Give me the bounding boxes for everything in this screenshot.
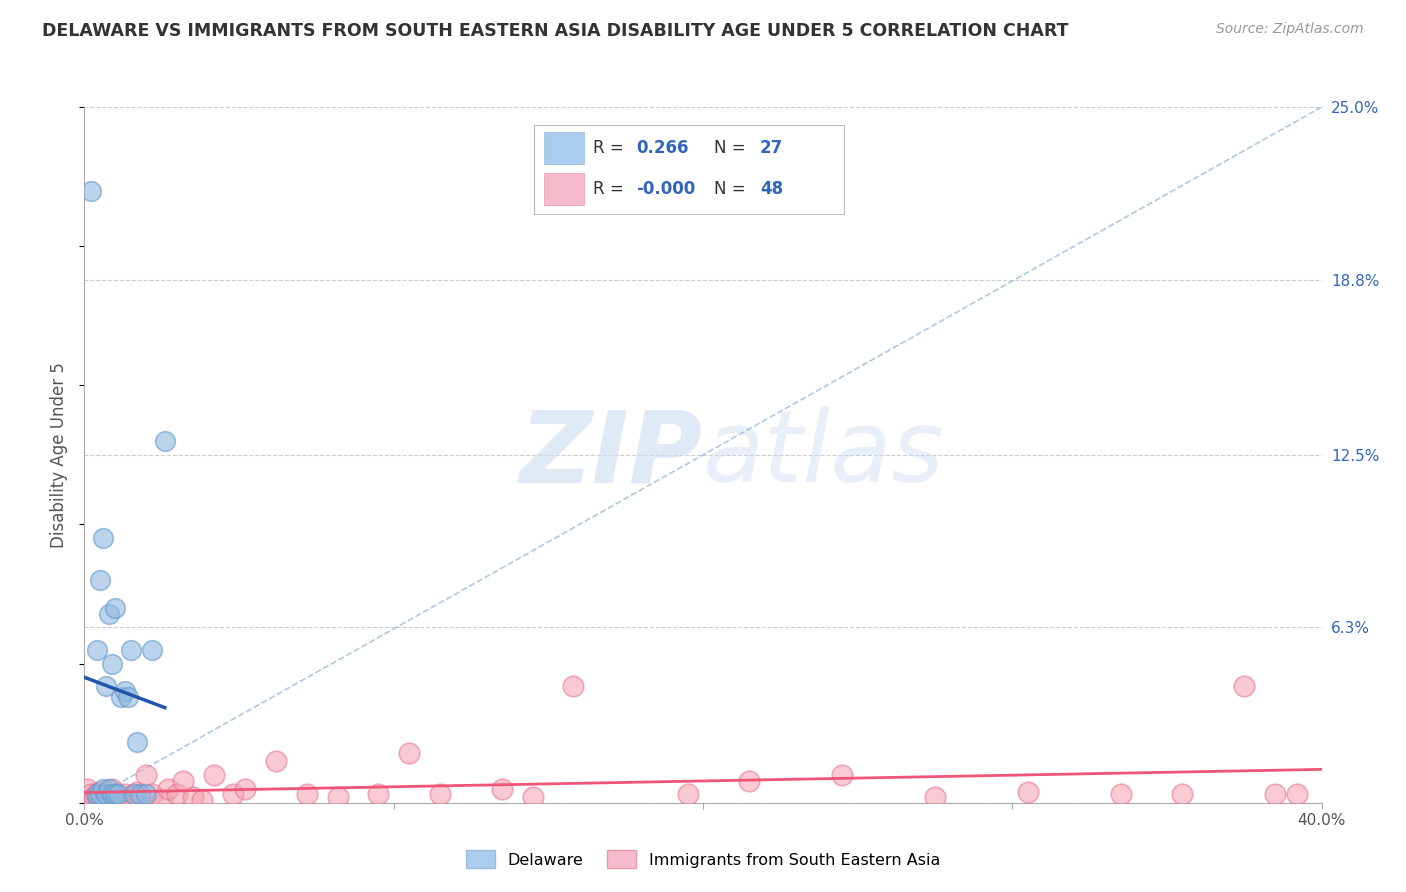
Point xyxy=(181,790,204,805)
Point xyxy=(91,532,114,546)
Point xyxy=(222,788,245,802)
Point xyxy=(129,790,152,805)
Point xyxy=(326,790,349,805)
Point xyxy=(202,768,225,782)
Point xyxy=(104,601,127,615)
Text: atlas: atlas xyxy=(703,407,945,503)
Point xyxy=(83,793,105,807)
Point xyxy=(135,768,157,782)
Text: -0.000: -0.000 xyxy=(637,180,696,198)
Point xyxy=(129,788,152,802)
Y-axis label: Disability Age Under 5: Disability Age Under 5 xyxy=(51,362,69,548)
Point xyxy=(86,642,108,657)
Point xyxy=(94,679,117,693)
Point xyxy=(83,790,105,805)
Point xyxy=(98,607,121,621)
Text: R =: R = xyxy=(593,180,628,198)
Text: ZIP: ZIP xyxy=(520,407,703,503)
Point xyxy=(924,790,946,805)
Legend: Delaware, Immigrants from South Eastern Asia: Delaware, Immigrants from South Eastern … xyxy=(460,844,946,875)
Point xyxy=(367,788,389,802)
Point xyxy=(191,793,214,807)
Point xyxy=(166,788,188,802)
Point xyxy=(122,788,145,802)
Point xyxy=(398,746,420,760)
Point xyxy=(104,788,127,802)
Point xyxy=(153,434,176,448)
Point xyxy=(101,657,124,671)
Text: 0.266: 0.266 xyxy=(637,139,689,157)
Point xyxy=(114,684,136,698)
Point xyxy=(156,781,179,796)
FancyBboxPatch shape xyxy=(544,173,583,205)
Point xyxy=(295,788,318,802)
Point xyxy=(1171,788,1194,802)
Text: 27: 27 xyxy=(761,139,783,157)
Point xyxy=(76,781,98,796)
Point xyxy=(125,734,148,748)
Point xyxy=(135,788,157,802)
Point xyxy=(79,184,101,198)
Point xyxy=(86,790,108,805)
Point xyxy=(89,788,111,802)
Point xyxy=(676,788,699,802)
Point xyxy=(141,788,163,802)
Point xyxy=(91,781,114,796)
Text: 48: 48 xyxy=(761,180,783,198)
Point xyxy=(1017,785,1039,799)
Point xyxy=(107,790,129,805)
Point xyxy=(89,573,111,587)
Text: Source: ZipAtlas.com: Source: ZipAtlas.com xyxy=(1216,22,1364,37)
Point xyxy=(89,785,111,799)
Point xyxy=(120,793,142,807)
Point xyxy=(120,642,142,657)
Text: DELAWARE VS IMMIGRANTS FROM SOUTH EASTERN ASIA DISABILITY AGE UNDER 5 CORRELATIO: DELAWARE VS IMMIGRANTS FROM SOUTH EASTER… xyxy=(42,22,1069,40)
Point xyxy=(101,788,124,802)
FancyBboxPatch shape xyxy=(544,132,583,164)
Point xyxy=(1233,679,1256,693)
Point xyxy=(107,788,129,802)
Point xyxy=(429,788,451,802)
Point xyxy=(98,781,121,796)
Point xyxy=(141,642,163,657)
Text: N =: N = xyxy=(714,139,751,157)
Point xyxy=(491,781,513,796)
Point xyxy=(86,788,108,802)
Point xyxy=(101,781,124,796)
Point xyxy=(79,788,101,802)
Point xyxy=(98,790,121,805)
Point xyxy=(150,793,173,807)
Point xyxy=(522,790,544,805)
Point xyxy=(264,754,287,768)
Point xyxy=(110,690,132,704)
Point xyxy=(117,690,139,704)
Point xyxy=(1264,788,1286,802)
Point xyxy=(172,773,194,788)
Point xyxy=(94,788,117,802)
Point xyxy=(86,788,108,802)
Text: R =: R = xyxy=(593,139,628,157)
Point xyxy=(831,768,853,782)
Point xyxy=(94,793,117,807)
Point xyxy=(738,773,761,788)
Point xyxy=(91,790,114,805)
Point xyxy=(125,785,148,799)
Point xyxy=(114,788,136,802)
Text: N =: N = xyxy=(714,180,751,198)
Point xyxy=(562,679,585,693)
Point xyxy=(104,788,127,802)
Point xyxy=(233,781,256,796)
Point xyxy=(122,788,145,802)
Point xyxy=(1109,788,1132,802)
Point xyxy=(110,793,132,807)
Point xyxy=(1285,788,1308,802)
